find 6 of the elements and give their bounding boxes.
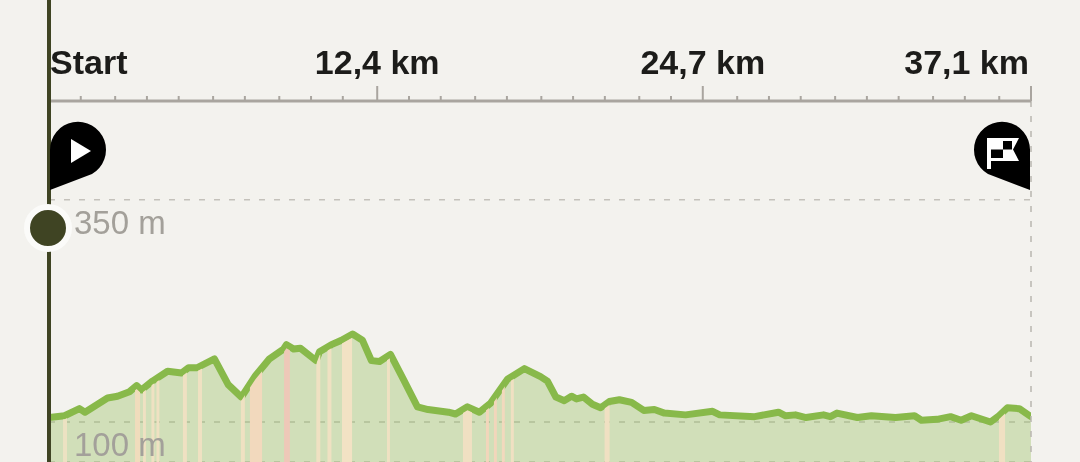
x-tick-label: 24,7 km [640, 43, 766, 81]
x-tick-label: Start [50, 43, 128, 81]
y-tick-label: 350 m [74, 203, 166, 241]
x-tick-label: 12,4 km [314, 43, 440, 81]
y-tick-label: 100 m [74, 425, 166, 462]
x-tick-label: 37,1 km [904, 43, 1029, 81]
